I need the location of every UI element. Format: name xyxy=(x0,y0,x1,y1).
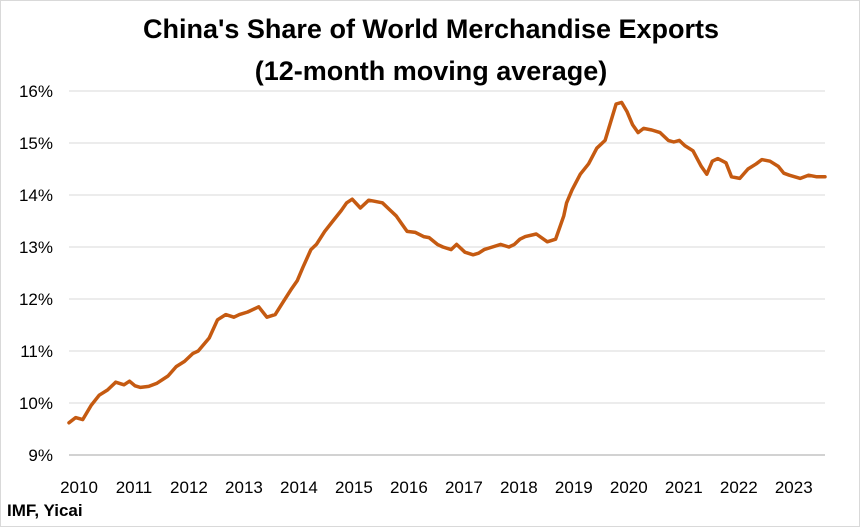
chart-title-line-2: (12-month moving average) xyxy=(255,56,608,86)
y-tick-label: 12% xyxy=(19,290,53,309)
gridlines xyxy=(69,90,825,456)
x-tick-label: 2013 xyxy=(225,478,263,497)
y-tick-label: 13% xyxy=(19,238,53,257)
x-tick-label: 2017 xyxy=(445,478,483,497)
y-tick-label: 9% xyxy=(28,446,53,465)
x-tick-label: 2021 xyxy=(665,478,703,497)
x-tick-label: 2016 xyxy=(390,478,428,497)
x-tick-label: 2018 xyxy=(500,478,538,497)
x-tick-label: 2012 xyxy=(170,478,208,497)
source-note: IMF, Yicai xyxy=(7,501,83,520)
y-tick-label: 11% xyxy=(20,342,53,361)
x-tick-label: 2014 xyxy=(280,478,318,497)
x-tick-label: 2015 xyxy=(335,478,373,497)
x-axis-tick-labels: 2010 2011 2012 2013 2014 2015 2016 2017 2018 2019… xyxy=(60,478,813,497)
y-tick-label: 16% xyxy=(19,82,53,101)
x-tick-label: 2020 xyxy=(610,478,648,497)
y-tick-label: 15% xyxy=(19,134,53,153)
x-tick-label: 2022 xyxy=(720,478,758,497)
x-tick-label: 2019 xyxy=(555,478,593,497)
x-tick-label: 2011 xyxy=(116,478,153,497)
series-line xyxy=(67,100,827,425)
x-tick-label: 2023 xyxy=(775,478,813,497)
x-tick-label: 2010 xyxy=(60,478,98,497)
series-layer xyxy=(67,100,827,425)
y-axis-tick-labels: 9% 10% 11% 12% 13% 14% 15% 16% xyxy=(19,82,53,465)
y-tick-label: 10% xyxy=(19,394,53,413)
chart-title-line-1: China's Share of World Merchandise Expor… xyxy=(143,14,719,44)
y-tick-label: 14% xyxy=(19,186,53,205)
